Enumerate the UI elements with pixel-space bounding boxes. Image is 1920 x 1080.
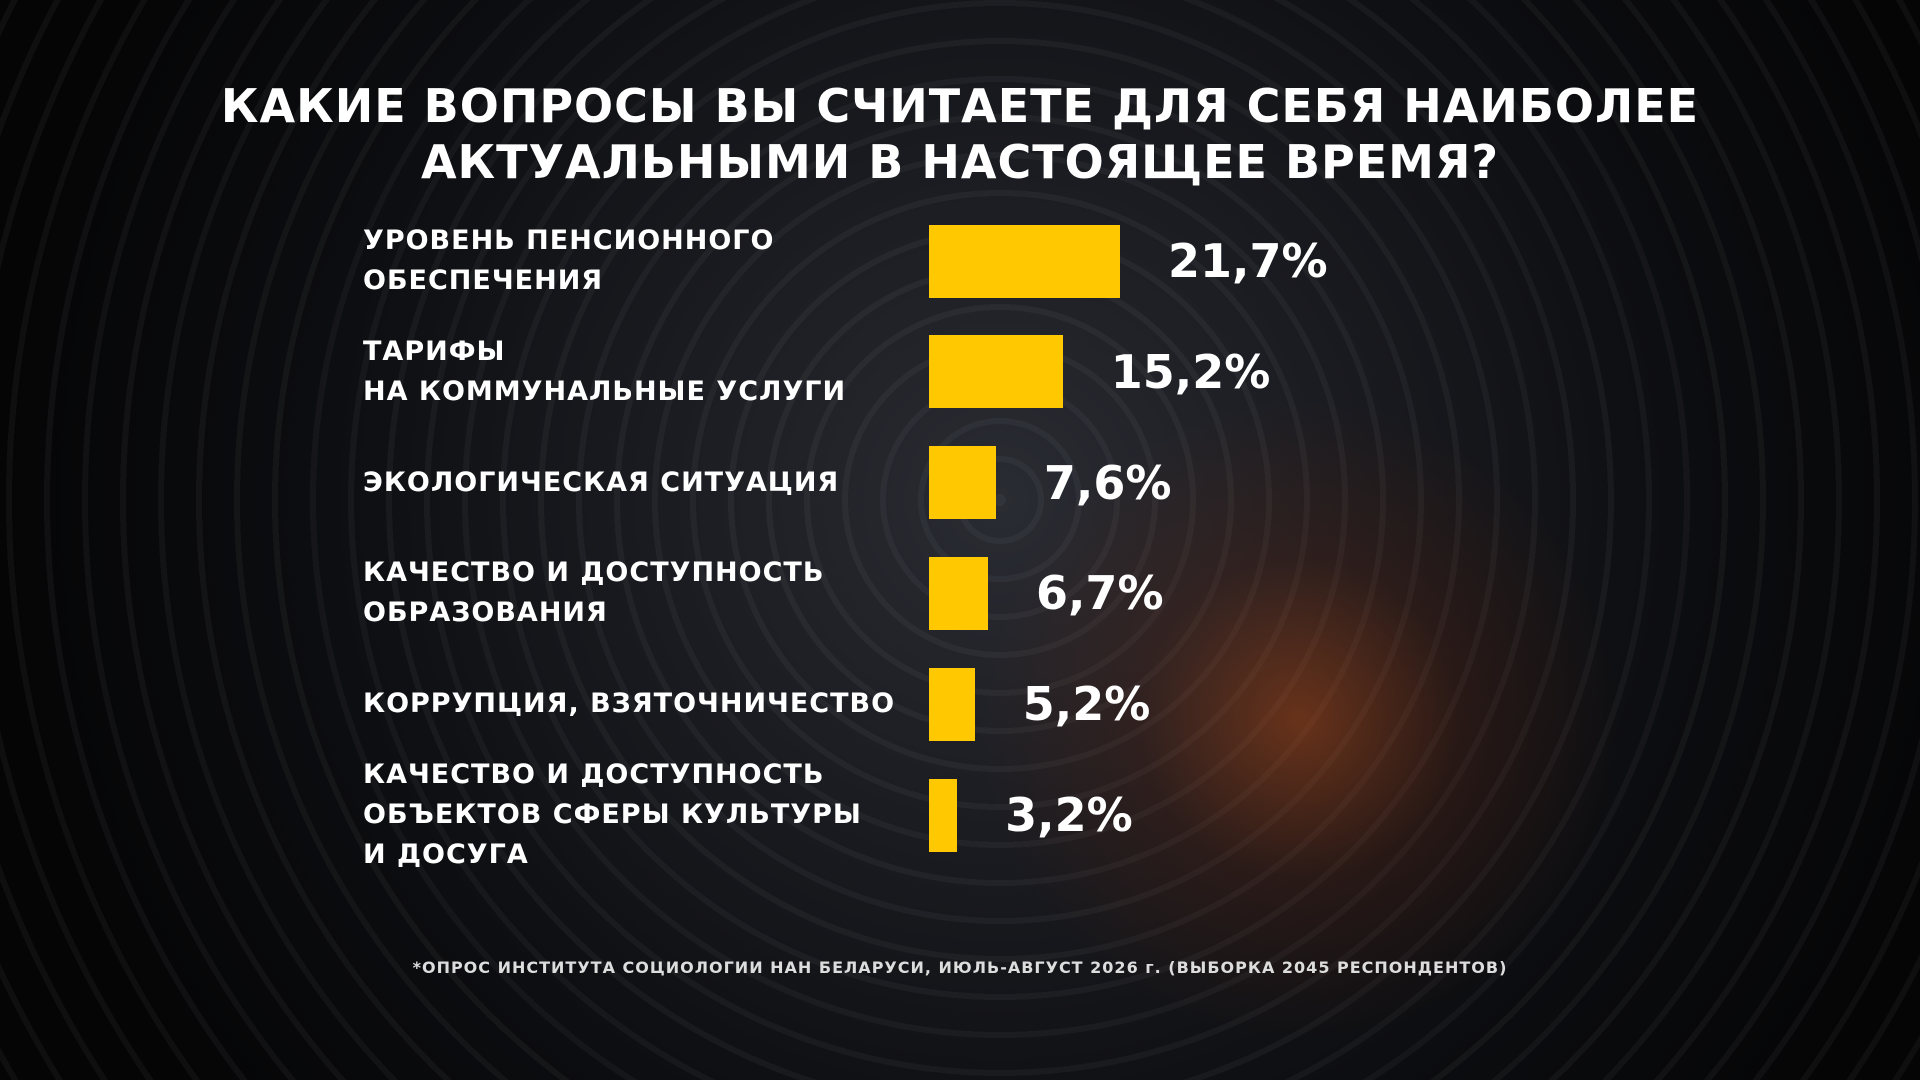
category-label: КАЧЕСТВО И ДОСТУПНОСТЬ ОБЪЕКТОВ СФЕРЫ КУ… — [363, 759, 862, 870]
category-label: ТАРИФЫ НА КОММУНАЛЬНЫЕ УСЛУГИ — [363, 335, 847, 407]
value-label: 15,2% — [1110, 344, 1271, 399]
category-label: УРОВЕНЬ ПЕНСИОННОГО ОБЕСПЕЧЕНИЯ — [363, 225, 775, 296]
bar — [929, 335, 1063, 409]
chart-title: КАКИЕ ВОПРОСЫ ВЫ СЧИТАЕТЕ ДЛЯ СЕБЯ НАИБО… — [220, 79, 1700, 189]
value-label: 5,2% — [1022, 677, 1151, 732]
value-label: 21,7% — [1167, 234, 1328, 288]
bar — [929, 556, 988, 630]
footnote: *ОПРОС ИНСТИТУТА СОЦИОЛОГИИ НАН БЕЛАРУСИ… — [412, 958, 1508, 977]
bar — [929, 446, 996, 520]
category-label: КОРРУПЦИЯ, ВЗЯТОЧНИЧЕСТВО — [363, 688, 896, 720]
value-label: 6,7% — [1035, 566, 1164, 621]
value-label: 3,2% — [1005, 788, 1133, 842]
bar — [929, 667, 975, 741]
category-label: КАЧЕСТВО И ДОСТУПНОСТЬ ОБРАЗОВАНИЯ — [363, 557, 825, 629]
value-label: 7,6% — [1043, 455, 1172, 510]
bar — [929, 778, 958, 852]
bar — [929, 224, 1120, 298]
category-label: ЭКОЛОГИЧЕСКАЯ СИТУАЦИЯ — [363, 466, 840, 498]
